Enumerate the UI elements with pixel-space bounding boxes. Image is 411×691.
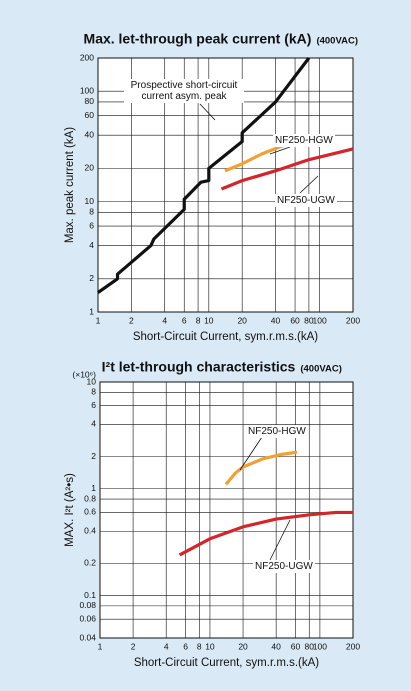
plot-area <box>99 381 354 639</box>
series-label: NF250-HGW <box>246 425 308 438</box>
x-tick-label: 8 <box>196 315 201 325</box>
series-label: NF250-HGW <box>273 134 335 147</box>
chart-title: Max. let-through peak current (kA) <box>84 31 312 47</box>
y-tick-label: 2 <box>89 273 94 283</box>
x-tick-label: 6 <box>183 641 188 651</box>
y-tick-label: 8 <box>91 387 96 397</box>
x-tick-label: 60 <box>291 641 301 651</box>
y-tick-label: 4 <box>91 419 96 429</box>
y-tick-label: 10 <box>87 376 97 386</box>
chart-title: I²t let-through characteristics <box>102 359 296 375</box>
leader-line <box>199 103 216 121</box>
y-tick-label: 0.1 <box>84 590 96 600</box>
x-tick-label: 20 <box>238 641 248 651</box>
y-tick-label: 1 <box>91 483 96 493</box>
y-tick-label: 0.08 <box>79 600 96 610</box>
x-tick-label: 40 <box>271 315 281 325</box>
y-axis-label: MAX. I²t (A²•s) <box>64 473 76 547</box>
y-tick-label: 2 <box>91 451 96 461</box>
x-axis-label: Short-Circuit Current, sym.r.m.s.(kA) <box>134 657 319 669</box>
y-tick-label: 10 <box>85 196 95 206</box>
y-tick-label: 8 <box>89 207 94 217</box>
series-label: NF250-UGW <box>253 560 315 573</box>
leader-line <box>239 436 263 471</box>
x-tick-label: 1 <box>98 641 103 651</box>
x-tick-label: 4 <box>162 315 167 325</box>
y-tick-label: 40 <box>85 129 95 139</box>
y-tick-label: 0.6 <box>84 507 96 517</box>
y-tick-label: 6 <box>89 220 94 230</box>
leader-line <box>269 519 291 561</box>
series-label: NF250-UGW <box>275 194 337 207</box>
y-tick-label: 0.4 <box>84 525 96 535</box>
x-tick-label: 40 <box>271 641 281 651</box>
x-tick-label: 200 <box>346 641 360 651</box>
y-axis-label: Max. peak current (kA) <box>64 127 76 243</box>
y-tick-label: 200 <box>80 52 94 62</box>
x-tick-label: 80 <box>304 315 314 325</box>
y-tick-label: 0.06 <box>79 613 96 623</box>
x-tick-label: 80 <box>305 641 315 651</box>
x-tick-label: 20 <box>237 315 247 325</box>
leader-line <box>299 175 319 194</box>
x-tick-label: 10 <box>205 641 215 651</box>
x-tick-label: 2 <box>129 315 134 325</box>
y-tick-label: 1 <box>89 306 94 316</box>
series-line <box>97 57 311 294</box>
y-tick-label: 4 <box>89 240 94 250</box>
y-tick-label: 80 <box>85 96 95 106</box>
y-tick-label: 6 <box>91 400 96 410</box>
x-tick-label: 60 <box>290 315 300 325</box>
chart-subtitle: (400VAC) <box>316 36 358 47</box>
y-tick-label: 20 <box>85 163 95 173</box>
x-axis-label: Short-Circuit Current, sym.r.m.s.(kA) <box>133 331 318 343</box>
y-tick-label: 100 <box>80 85 94 95</box>
x-tick-label: 6 <box>182 315 187 325</box>
y-unit: (×10⁶) <box>72 369 96 379</box>
leader-line <box>269 146 291 155</box>
x-tick-label: 4 <box>164 641 169 651</box>
x-tick-label: 200 <box>346 315 360 325</box>
x-tick-label: 10 <box>204 315 214 325</box>
chart-subtitle: (400VAC) <box>300 364 342 375</box>
series-label: Prospective short-circuit current asym. … <box>124 79 244 103</box>
series-line <box>178 510 353 557</box>
y-tick-label: 0.04 <box>79 632 96 642</box>
x-tick-label: 8 <box>197 641 202 651</box>
series-line <box>220 147 354 191</box>
x-tick-label: 100 <box>313 641 327 651</box>
x-tick-label: 1 <box>96 315 101 325</box>
y-tick-label: 0.8 <box>84 493 96 503</box>
x-tick-label: 100 <box>313 315 327 325</box>
x-tick-label: 2 <box>131 641 136 651</box>
y-tick-label: 60 <box>85 110 95 120</box>
series-line <box>224 450 298 486</box>
y-tick-label: 0.2 <box>84 558 96 568</box>
